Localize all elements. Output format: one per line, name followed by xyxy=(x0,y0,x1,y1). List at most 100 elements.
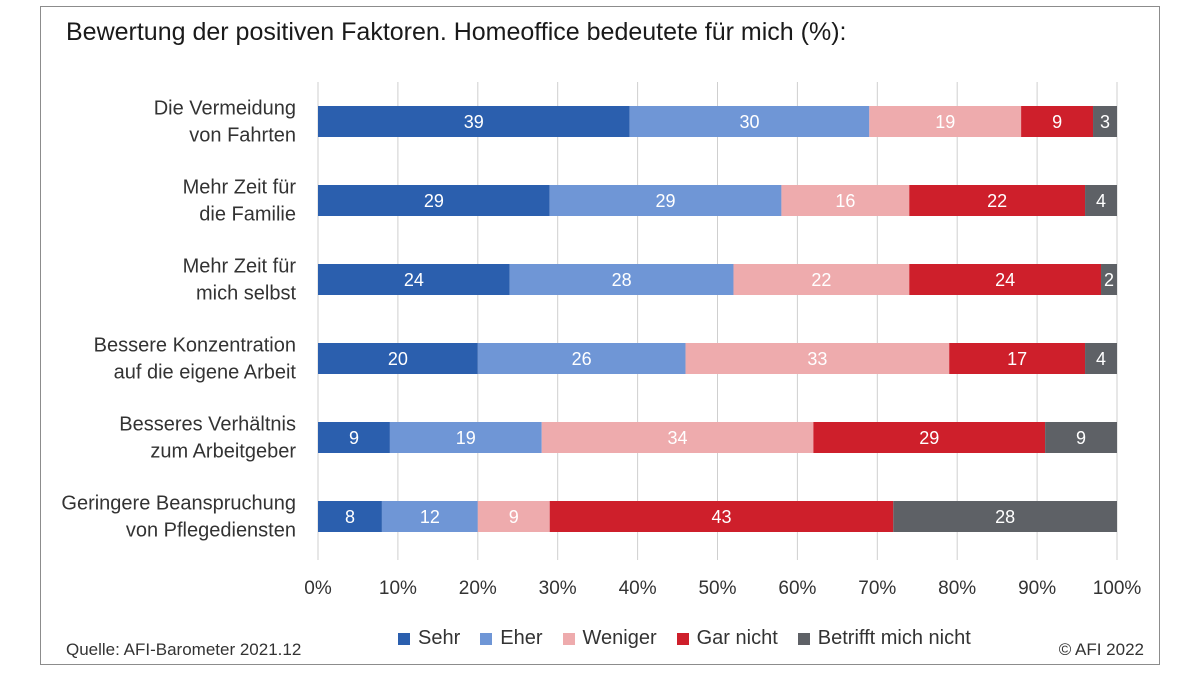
legend-label: Gar nicht xyxy=(696,627,778,649)
data-label: 4 xyxy=(1096,349,1106,369)
bar-segment xyxy=(549,185,782,216)
legend-label: Weniger xyxy=(582,627,657,649)
bar-segment xyxy=(909,264,1102,295)
legend-label: Eher xyxy=(500,627,543,649)
bar-segment xyxy=(318,343,478,374)
legend-item: Betrifft mich nicht xyxy=(797,627,971,650)
x-tick-label: 70% xyxy=(858,578,896,599)
category-labels: Die Vermeidung von Fahrten Mehr Zeit für di… xyxy=(61,98,296,542)
x-tick-label: 90% xyxy=(1018,578,1056,599)
data-label: 9 xyxy=(509,507,519,527)
bar-segment xyxy=(509,264,734,295)
x-tick-label: 80% xyxy=(938,578,976,599)
bar-segment xyxy=(477,343,686,374)
legend-label: Sehr xyxy=(418,627,461,649)
bar-segment xyxy=(541,422,814,453)
legend-swatch xyxy=(398,632,410,645)
data-label: 17 xyxy=(1007,349,1027,369)
legend-swatch xyxy=(797,632,810,645)
data-label: 28 xyxy=(612,270,632,290)
legend-item: Eher xyxy=(480,627,543,650)
category-label: Mehr Zeit für die Familie xyxy=(183,177,297,226)
data-label: 12 xyxy=(420,507,440,527)
data-label: 9 xyxy=(1076,428,1086,448)
data-label: 9 xyxy=(349,428,359,448)
x-tick-labels: 0% 10% 20% 30% 40% 50% 60% 70% 80% 90% 100% xyxy=(304,578,1141,599)
bar-segment xyxy=(733,264,910,295)
legend-item: Sehr xyxy=(398,627,460,650)
category-label: Die Vermeidung von Fahrten xyxy=(154,98,296,147)
bar-segment xyxy=(1085,343,1117,374)
data-label: 8 xyxy=(345,507,355,527)
data-label: 20 xyxy=(388,349,408,369)
category-label: Mehr Zeit für mich selbst xyxy=(183,256,297,305)
bar-segment xyxy=(318,185,550,216)
bar-segment xyxy=(318,106,630,137)
data-label: 3 xyxy=(1100,112,1110,132)
data-label: 22 xyxy=(987,191,1007,211)
chart-title: Bewertung der positiven Faktoren. Homeof… xyxy=(66,18,847,46)
source-note: Quelle: AFI-Barometer 2021.12 xyxy=(66,640,302,659)
bar-segment xyxy=(813,422,1046,453)
bar-segment xyxy=(685,343,950,374)
data-label: 4 xyxy=(1096,191,1106,211)
bar-segment xyxy=(318,264,510,295)
data-label: 16 xyxy=(835,191,855,211)
category-label: Besseres Verhältnis zum Arbeitgeber xyxy=(119,414,296,463)
data-label: 29 xyxy=(919,428,939,448)
x-tick-label: 100% xyxy=(1093,578,1142,599)
legend-item: Gar nicht xyxy=(676,627,778,650)
data-label: 19 xyxy=(935,112,955,132)
bar-segment xyxy=(1093,106,1117,137)
data-label: 29 xyxy=(424,191,444,211)
legend-swatch xyxy=(676,632,689,645)
bar-segment xyxy=(1085,185,1117,216)
data-label: 22 xyxy=(811,270,831,290)
category-label: Geringere Beanspruchung von Pflegedienste… xyxy=(61,493,296,542)
bar-segment xyxy=(381,501,478,532)
bar-segment xyxy=(1045,422,1117,453)
bar-segment xyxy=(318,422,390,453)
bar-segment xyxy=(477,501,550,532)
x-tick-label: 50% xyxy=(698,578,736,599)
data-label: 2 xyxy=(1104,270,1114,290)
data-label: 9 xyxy=(1052,112,1062,132)
legend-label: Betrifft mich nicht xyxy=(817,627,971,649)
bar-segment xyxy=(949,343,1086,374)
x-tick-label: 40% xyxy=(619,578,657,599)
bar-segment xyxy=(869,106,1022,137)
data-label: 24 xyxy=(404,270,424,290)
data-label: 19 xyxy=(456,428,476,448)
x-tick-label: 20% xyxy=(459,578,497,599)
bar-segment xyxy=(893,501,1117,532)
data-label: 26 xyxy=(572,349,592,369)
x-tick-label: 60% xyxy=(778,578,816,599)
bar-segment xyxy=(549,501,894,532)
data-label: 34 xyxy=(668,428,688,448)
copyright-note: © AFI 2022 xyxy=(1058,640,1144,659)
x-tick-label: 10% xyxy=(379,578,417,599)
bar-segment xyxy=(1101,264,1117,295)
data-label: 29 xyxy=(656,191,676,211)
category-label: Bessere Konzentration auf die eigene Arbe… xyxy=(94,335,297,384)
data-label: 33 xyxy=(807,349,827,369)
data-label: 30 xyxy=(739,112,759,132)
bar-segment xyxy=(389,422,542,453)
data-label: 43 xyxy=(711,507,731,527)
bar-segment xyxy=(318,501,382,532)
data-label: 39 xyxy=(464,112,484,132)
bar-segment xyxy=(629,106,870,137)
grid-lines xyxy=(317,82,1118,560)
bar-segment xyxy=(909,185,1086,216)
bar-segment xyxy=(1021,106,1094,137)
x-tick-label: 30% xyxy=(539,578,577,599)
legend: Sehr Eher Weniger Gar nicht Betrifft mich ni… xyxy=(398,627,971,650)
legend-item: Weniger xyxy=(562,627,657,650)
data-label: 24 xyxy=(995,270,1015,290)
bars: 39 30 19 9 3 29 29 16 22 4 24 28 22 24 2 20 26 33 17 4 9 19 34… xyxy=(318,106,1117,532)
x-tick-label: 0% xyxy=(304,578,332,599)
bar-segment xyxy=(781,185,910,216)
legend-swatch xyxy=(562,632,575,645)
data-label: 28 xyxy=(995,507,1015,527)
